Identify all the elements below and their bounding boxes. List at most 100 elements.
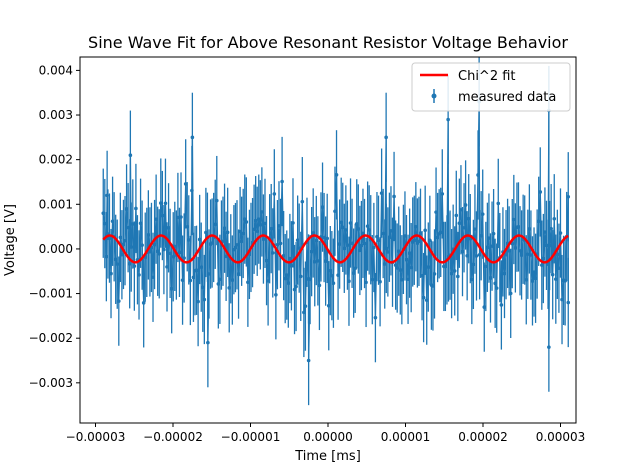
data-point [274,292,278,297]
plot-area [79,56,577,424]
data-point [334,173,339,177]
data-point [263,221,267,226]
fit-line-layer [102,234,569,264]
data-point [400,277,404,282]
data-point [409,265,413,270]
data-point [518,248,522,253]
data-point [194,268,199,273]
data-point [459,207,463,212]
data-point [141,301,146,305]
data-point [261,237,266,241]
y-tick-label: 0.004 [39,63,73,77]
data-point [104,254,109,259]
data-point [527,227,532,231]
data-point [513,246,518,250]
x-tick-label: 0.00001 [381,430,431,444]
data-point [348,221,353,225]
data-point [524,277,529,282]
data-point [134,206,138,211]
data-point [519,253,524,257]
data-point [190,135,195,140]
data-point [206,340,210,345]
data-point [158,201,163,205]
data-point [563,279,567,283]
data-point [379,191,384,195]
data-point [550,272,555,277]
data-point [151,275,155,280]
data-point [255,229,260,234]
data-point [202,297,207,302]
data-point [177,250,182,255]
data-point [258,222,263,227]
data-point [157,252,162,256]
data-point [340,225,345,230]
data-point [499,303,504,307]
data-point [358,248,362,253]
chi2-fit-line [102,234,569,264]
data-point [356,227,361,231]
data-point [152,242,157,247]
y-tick-label: −0.001 [29,287,73,301]
data-point [434,210,438,214]
data-point [482,305,487,309]
data-point [328,268,333,273]
data-point [120,252,124,257]
x-axis-label: Time [ms] [294,449,361,464]
data-point [462,225,466,230]
data-point [435,235,440,240]
data-point [314,238,319,243]
data-point [361,231,365,236]
data-point [289,263,294,268]
data-point [199,265,204,269]
data-point [190,188,194,193]
data-point [541,256,546,261]
data-point [200,285,205,290]
data-point [557,266,561,271]
data-point [129,245,134,249]
y-tick-label: 0.002 [39,153,73,167]
data-point [381,231,385,236]
data-point [121,242,126,247]
data-point [395,266,399,270]
data-point [339,220,343,225]
data-point [404,257,409,262]
data-point [128,153,133,157]
data-point [496,201,501,206]
data-point [308,277,312,282]
data-point [484,264,488,269]
data-point [294,284,298,289]
data-point [241,231,246,236]
data-point [154,217,158,221]
data-point [370,277,375,282]
y-tick-label: 0.003 [39,108,73,122]
data-point [117,299,121,303]
data-point [333,209,337,214]
data-point [470,277,474,282]
data-point [124,207,129,211]
data-point [347,279,351,284]
data-point [242,217,247,221]
y-tick-label: 0.001 [39,197,73,211]
data-point [532,270,536,274]
data-point [109,271,113,276]
data-point [382,262,387,266]
data-point [558,231,563,235]
data-point [502,271,507,276]
data-point [126,225,130,230]
data-point [246,280,250,285]
data-point [188,278,193,283]
legend-fit-label: Chi^2 fit [458,69,516,84]
data-point [186,238,191,242]
data-point [477,252,482,257]
data-point [365,224,370,228]
data-point [225,230,230,235]
data-point [303,304,308,308]
data-point [516,225,521,229]
data-point [473,227,477,231]
data-point [421,295,426,300]
data-point [269,226,274,231]
data-point [454,213,459,218]
data-point [536,219,541,224]
data-point [452,269,457,273]
